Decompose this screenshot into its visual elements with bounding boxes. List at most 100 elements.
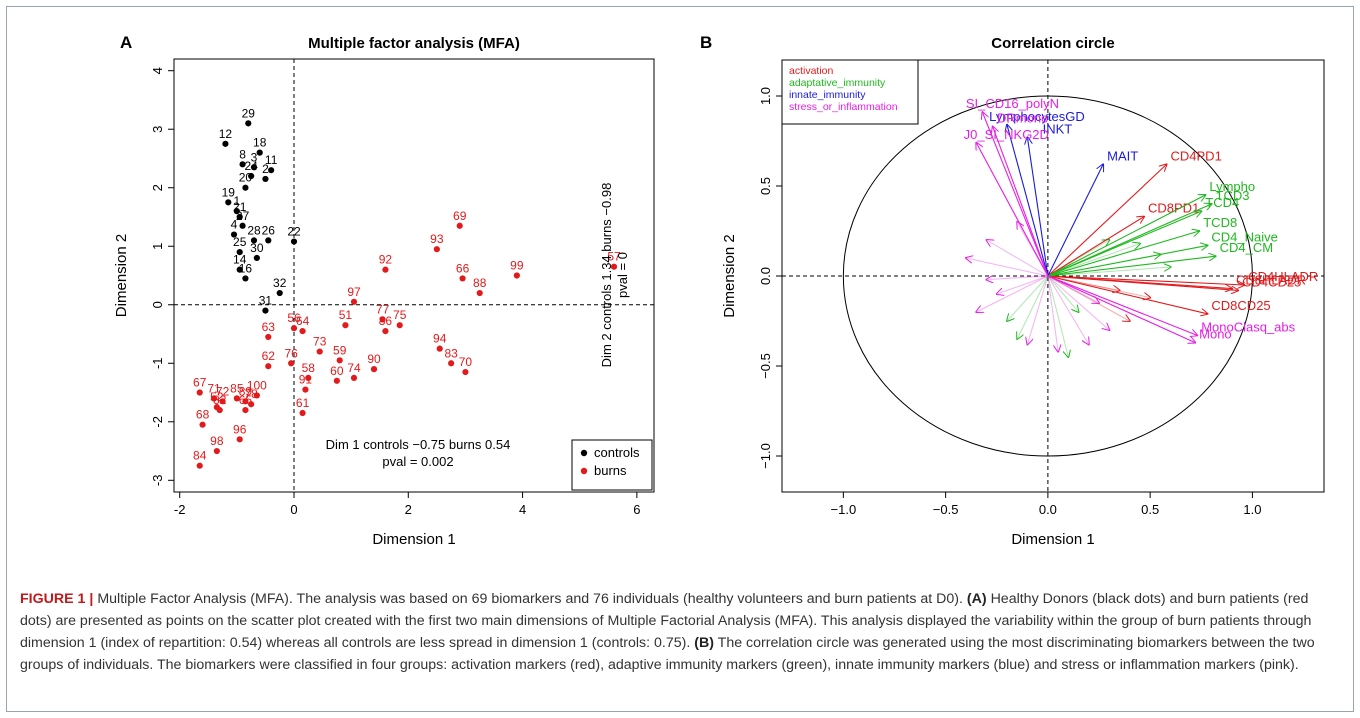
data-point-label: 69 [453, 209, 467, 223]
data-point-burns [305, 374, 312, 381]
y-tick-label: 0.5 [758, 177, 773, 195]
y-tick-label: 4 [150, 67, 165, 74]
data-point-label: 68 [196, 408, 210, 422]
data-point-burns [199, 421, 206, 428]
data-point-controls [233, 208, 240, 215]
data-point-label: 8 [239, 147, 246, 161]
data-point-label: 72 [216, 384, 230, 398]
vector-arrow-Lympho [1047, 195, 1205, 277]
vector-label-CD4CD25: CD4CD25 [1242, 274, 1301, 289]
data-point-burns [513, 272, 520, 279]
vector-arrow-J0_SI_NKG2D [976, 143, 1049, 277]
vector-arrow-CD4PD1 [1047, 164, 1167, 277]
data-point-label: 16 [239, 261, 253, 275]
vector-label-TCD3: TCD3 [1216, 188, 1250, 203]
data-point-label: 66 [456, 261, 470, 275]
y-tick-label: -2 [150, 416, 165, 428]
data-point-label: 28 [247, 223, 261, 237]
panel-a-mfa-scatter: A Multiple factor analysis (MFA)-2 0 2 4 6-3-… [113, 33, 655, 548]
faint-vector-arrow [1047, 275, 1058, 352]
data-point-controls [262, 307, 269, 314]
data-point-label: 63 [262, 320, 276, 334]
vector-label-DRmono: DRmono [997, 111, 1048, 126]
data-point-label: 18 [253, 136, 267, 150]
data-point-controls [265, 237, 272, 244]
vector-arrow-CD4CD25 [1047, 275, 1238, 290]
data-point-label: 88 [473, 276, 487, 290]
data-point-label: 70 [459, 355, 473, 369]
data-point-label: 19 [222, 185, 236, 199]
data-point-label: 76 [284, 346, 298, 360]
vector-label-CD4HLADR: CD4HLADR [1248, 269, 1318, 284]
data-point-label: 61 [296, 396, 310, 410]
x-tick-label: 1.0 [1243, 502, 1261, 517]
data-point-burns [382, 266, 389, 273]
data-point-controls [236, 248, 243, 256]
data-point-label: 75 [393, 308, 407, 322]
vector-arrow-DRmono [993, 127, 1049, 277]
y-tick-label: 3 [150, 126, 165, 133]
x-tick-label: 0 [290, 502, 297, 517]
faint-vector-arrow [1027, 275, 1049, 344]
dim1-annotation-line1: Dim 1 controls −0.75 burns 0.54 [326, 437, 511, 452]
data-point-burns [196, 462, 203, 469]
data-point-burns [302, 386, 309, 393]
data-point-burns [382, 327, 389, 335]
vector-label-Mono: Mono [1199, 327, 1232, 342]
x-tick-label: 4 [519, 502, 526, 517]
data-point-burns [342, 322, 349, 329]
data-point-burns [316, 348, 323, 355]
data-point-burns [436, 345, 443, 352]
x-tick-label: −1.0 [831, 502, 857, 517]
faint-vector-arrow [1047, 275, 1089, 344]
data-point-burns [213, 447, 220, 455]
vector-label-CD8CD25: CD8CD25 [1211, 298, 1270, 313]
data-point-label: 12 [219, 127, 233, 141]
data-point-burns [242, 398, 249, 405]
y-tick-label: 0.0 [758, 267, 773, 285]
faint-vector-arrow [966, 258, 1048, 277]
data-point-controls [230, 231, 238, 238]
x-axis-title: Dimension 1 [372, 531, 455, 548]
vector-arrow-TCD8 [1047, 231, 1199, 277]
data-point-burns [433, 246, 440, 253]
legend-label-burns: burns [594, 463, 627, 478]
data-point-label: 73 [313, 335, 327, 349]
faint-vector-arrow [1047, 267, 1171, 277]
data-point-burns [210, 395, 218, 402]
vector-label-SI_CD16_polyN: SI_CD16_polyN [966, 96, 1059, 111]
vector-label-TCD8: TCD8 [1203, 215, 1237, 230]
faint-vector-arrow [1007, 275, 1049, 321]
vector-arrow-Mono [1047, 275, 1195, 343]
data-point-burns [288, 360, 295, 367]
legend-label-adaptative_immunity: adaptative_immunity [789, 77, 886, 89]
panel-b-correlation-circle: B Correlation circle −1.0 −0.5 0.0 0.5 1.0 −1.0… [700, 33, 1325, 548]
data-point-burns [459, 275, 466, 282]
data-point-label: 91 [299, 373, 313, 387]
data-point-controls [222, 140, 229, 147]
vector-arrow-MAIT [1047, 164, 1103, 277]
caption-text-part3: The correlation circle was generated usi… [20, 635, 1315, 673]
data-point-controls [256, 149, 263, 156]
data-point-label: 3 [251, 150, 258, 164]
y-tick-label: 2 [150, 184, 165, 191]
panel-a-label: A [120, 33, 132, 52]
data-point-label: 84 [193, 449, 207, 463]
y-tick-label: 1.0 [758, 87, 773, 105]
data-point-label: 20 [239, 171, 253, 185]
dim1-annotation-line2: pval = 0.002 [382, 454, 453, 469]
data-point-label: 2 [262, 162, 269, 176]
dim2-annotation-line1: Dim 2 controls 1.34 burns −0.98 [599, 183, 614, 368]
data-point-controls [242, 184, 249, 191]
faint-vector-arrow [1047, 275, 1068, 357]
data-point-label: 11 [265, 153, 278, 167]
data-point-label: 52 [210, 390, 224, 404]
data-point-label: 96 [233, 422, 247, 436]
faint-vector-arrow [976, 275, 1049, 312]
data-point-burns [290, 325, 298, 332]
data-point-label: 89 [239, 384, 253, 398]
faint-vector-arrow [987, 276, 1048, 280]
data-point-label: 67 [193, 376, 207, 390]
y-axis-title: Dimension 2 [721, 234, 738, 317]
